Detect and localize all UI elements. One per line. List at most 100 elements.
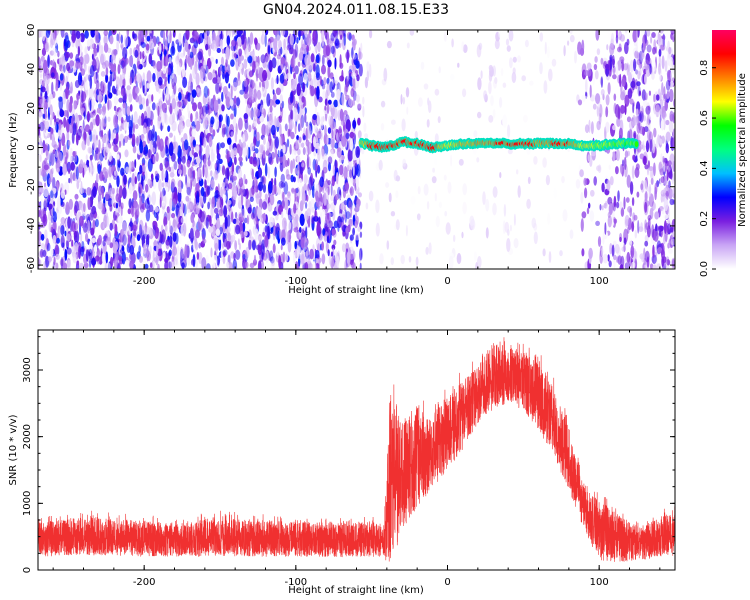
spectrogram-noise-blob [218,114,223,122]
spectrogram-noise-blob [154,131,158,142]
spectrogram-noise-blob [96,72,99,84]
spectrogram-noise-blob [355,146,361,158]
spectrogram-noise-blob [470,218,476,231]
spectrogram-noise-blob [231,211,234,223]
spectrogram-noise-blob [79,32,85,43]
spectrogram-noise-blob [164,36,168,51]
spectrogram-noise-blob [596,105,600,117]
spectrogram-noise-blob [128,225,131,236]
spectrogram-noise-blob [163,158,166,165]
spectrogram-noise-blob [173,82,177,95]
spectrogram-noise-blob [631,77,636,91]
spectrogram-noise-blob [108,92,113,99]
y-tick-label: -60 [26,257,37,273]
spectrogram-noise-blob [624,150,629,158]
spectrogram-noise-blob [132,145,137,154]
spectrogram-noise-blob [145,43,150,51]
spectrogram-noise-blob [72,100,75,114]
spectrogram-noise-blob [238,139,242,145]
spectrogram-noise-blob [287,220,292,231]
spectrogram-noise-blob [136,234,141,242]
spectrogram-noise-blob [250,142,255,152]
spectrogram-noise-blob [186,186,191,196]
spectrogram-noise-blob [542,157,547,168]
spectrogram-noise-blob [444,210,448,217]
spectrogram-noise-blob [503,204,507,217]
spectrogram-noise-blob [293,203,297,214]
spectrogram-noise-blob [63,262,68,269]
spectrogram-noise-blob [461,231,464,239]
spectrogram-noise-blob [477,77,482,91]
spectrogram-noise-blob [659,44,665,51]
spectrogram-noise-blob [427,100,432,113]
spectrogram-noise-blob [66,259,71,269]
spectrogram-noise-blob [262,201,267,210]
spectrogram-noise-blob [349,178,354,185]
spectrogram-noise-blob [117,263,121,269]
spectrogram-noise-blob [404,64,409,70]
spectrogram-noise-blob [298,256,301,267]
spectrogram-noise-blob [314,142,320,149]
spectrogram-noise-blob [216,217,221,231]
spectrogram-noise-blob [670,238,675,246]
spectrogram-noise-blob [207,72,213,81]
spectrogram-noise-blob [74,193,78,201]
spectrogram-noise-blob [330,183,333,197]
spectrogram-noise-blob [65,86,69,100]
spectrogram-noise-blob [164,224,168,232]
spectrogram-noise-blob [44,117,50,130]
spectrogram-noise-blob [345,227,349,234]
spectrogram-noise-blob [70,161,75,171]
spectrogram-noise-blob [93,137,97,151]
spectrogram-noise-blob [59,73,64,81]
spectrogram-noise-blob [502,82,507,88]
spectrogram-noise-blob [648,183,652,197]
spectrogram-noise-blob [600,57,604,65]
spectrogram-noise-blob [108,187,113,196]
spectrogram-noise-blob [88,86,94,99]
spectrogram-noise-blob [614,243,620,254]
spectrogram-noise-blob [253,54,257,62]
spectrogram-noise-blob [222,85,228,95]
x-tick-label: 100 [590,577,609,588]
spectrogram-noise-blob [191,89,197,98]
spectrogram-noise-blob [212,77,218,84]
spectrogram-noise-blob [282,38,287,50]
spectrogram-noise-blob [331,244,336,250]
spectrogram-noise-blob [247,44,250,58]
spectrogram-noise-blob [616,116,621,128]
spectrogram-noise-blob [127,208,131,215]
spectrogram-noise-blob [629,59,634,73]
spectrogram-noise-blob [321,83,326,90]
spectrogram-noise-blob [321,54,325,66]
spectrogram-noise-blob [360,42,363,53]
spectrogram-noise-blob [286,138,290,148]
spectrogram-noise-blob [443,31,447,42]
spectrogram-noise-blob [84,30,89,39]
spectrogram-noise-blob [42,113,46,119]
spectrogram-noise-blob [278,115,283,123]
spectrogram-noise-blob [488,64,493,71]
spectrogram-noise-blob [171,120,177,132]
spectrogram-noise-blob [322,90,326,99]
spectrogram-noise-blob [222,255,226,265]
spectrogram-noise-blob [324,181,328,189]
spectrogram-noise-blob [172,232,177,242]
spectrogram-noise-blob [314,45,317,53]
spectrogram-noise-blob [255,193,260,205]
spectrogram-noise-blob [245,195,248,207]
x-tick-label: 0 [444,276,450,287]
spectrogram-noise-blob [240,55,244,61]
spectrogram-noise-blob [265,64,268,72]
spectrogram-noise-blob [42,96,45,103]
spectrogram-noise-blob [281,100,285,109]
spectrogram-noise-blob [611,219,615,227]
spectrogram-noise-blob [274,184,277,195]
spectrogram-noise-blob [600,76,604,88]
spectrogram-noise-blob [131,133,136,146]
spectrogram-noise-blob [637,152,641,162]
spectrogram-noise-blob [164,161,170,171]
spectrogram-noise-blob [660,249,666,260]
spectrogram-noise-blob [670,169,673,180]
